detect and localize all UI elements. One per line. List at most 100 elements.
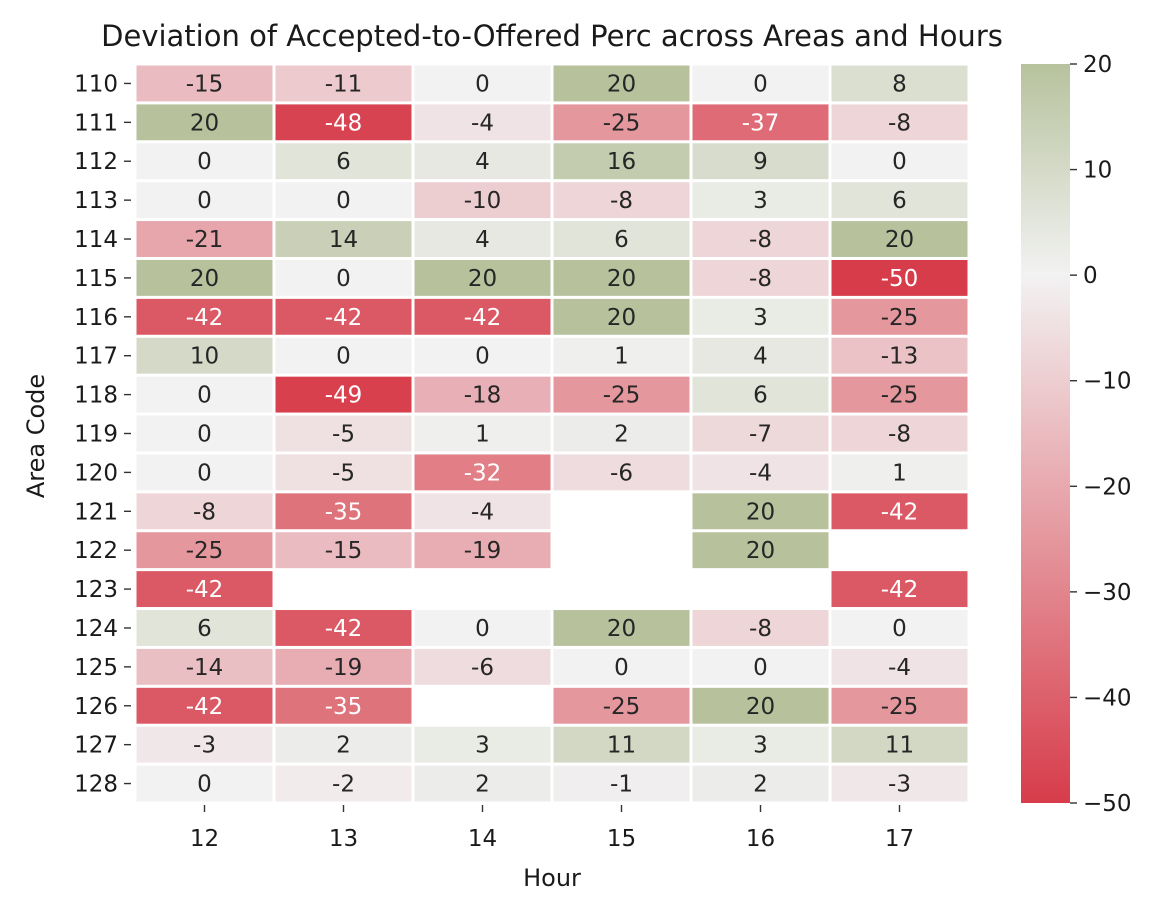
heatmap-cell bbox=[275, 765, 412, 802]
cell-value-label: 6 bbox=[336, 149, 351, 175]
cell-value-label: 20 bbox=[746, 538, 775, 564]
heatmap-cell bbox=[692, 298, 829, 335]
cell-value-label: -8 bbox=[888, 110, 911, 136]
heatmap-cell bbox=[275, 182, 412, 219]
cell-value-label: -25 bbox=[603, 694, 641, 720]
x-tick-label: 14 bbox=[468, 826, 497, 852]
cell-value-label: 0 bbox=[892, 149, 907, 175]
cell-value-label: 20 bbox=[190, 110, 219, 136]
cell-value-label: -4 bbox=[888, 655, 911, 681]
heatmap-cell bbox=[414, 532, 551, 569]
cell-value-label: 20 bbox=[885, 227, 914, 253]
cell-value-label: -3 bbox=[193, 733, 216, 759]
heatmap-cell bbox=[553, 298, 690, 335]
heatmap-cell bbox=[692, 415, 829, 452]
y-tick-label: 126 bbox=[74, 694, 118, 720]
heatmap-cell bbox=[831, 687, 968, 724]
heatmap-cell bbox=[692, 143, 829, 180]
cell-value-label: -8 bbox=[193, 499, 216, 525]
heatmap-cell bbox=[692, 454, 829, 491]
cell-value-label: -10 bbox=[464, 188, 502, 214]
heatmap-cell bbox=[414, 104, 551, 141]
cell-value-label: 20 bbox=[190, 266, 219, 292]
y-tick-label: 120 bbox=[74, 460, 118, 486]
heatmap-cell bbox=[831, 376, 968, 413]
colorbar-tick-label: −30 bbox=[1083, 580, 1132, 606]
cell-value-label: -35 bbox=[325, 694, 363, 720]
cell-value-label: 2 bbox=[475, 772, 490, 798]
heatmap-cell bbox=[414, 337, 551, 374]
cell-value-label: 10 bbox=[190, 344, 219, 370]
heatmap-cell bbox=[692, 532, 829, 569]
cell-value-label: -35 bbox=[325, 499, 363, 525]
cell-value-label: -19 bbox=[464, 538, 502, 564]
heatmap-cell bbox=[831, 104, 968, 141]
cell-value-label: -37 bbox=[742, 110, 780, 136]
heatmap-cell bbox=[414, 221, 551, 257]
cell-value-label: 9 bbox=[753, 149, 768, 175]
cell-value-label: 20 bbox=[607, 71, 636, 97]
cell-value-label: 0 bbox=[197, 383, 212, 409]
cell-value-label: 3 bbox=[753, 305, 768, 331]
heatmap-cell bbox=[831, 298, 968, 335]
y-tick-label: 110 bbox=[74, 71, 118, 97]
y-tick-label: 113 bbox=[74, 188, 118, 214]
x-tick-label: 15 bbox=[607, 826, 636, 852]
y-tick-label: 115 bbox=[74, 266, 118, 292]
cell-value-label: -50 bbox=[881, 266, 919, 292]
cell-value-label: -42 bbox=[186, 694, 224, 720]
heatmap-cell bbox=[136, 415, 273, 452]
heatmap-cell bbox=[831, 648, 968, 685]
heatmap-cell bbox=[136, 298, 273, 335]
cell-value-label: -42 bbox=[325, 616, 363, 642]
heatmap-cell bbox=[692, 65, 829, 102]
y-tick-label: 117 bbox=[74, 344, 118, 370]
heatmap-cell bbox=[414, 259, 551, 296]
cell-value-label: -42 bbox=[881, 499, 919, 525]
cell-value-label: -7 bbox=[749, 422, 772, 448]
heatmap-cell bbox=[553, 415, 690, 452]
heatmap-cell bbox=[136, 221, 273, 257]
cell-value-label: 6 bbox=[892, 188, 907, 214]
heatmap-cell bbox=[831, 726, 968, 763]
heatmap-cell bbox=[831, 65, 968, 102]
cell-value-label: -21 bbox=[186, 227, 224, 253]
y-axis-title: Area Code bbox=[22, 374, 50, 498]
heatmap-cell bbox=[136, 687, 273, 724]
cell-value-label: -15 bbox=[325, 538, 363, 564]
cell-value-label: 1 bbox=[892, 460, 907, 486]
cell-value-label: 2 bbox=[614, 422, 629, 448]
cell-value-label: 1 bbox=[614, 344, 629, 370]
heatmap-cell bbox=[553, 65, 690, 102]
heatmap-cell bbox=[275, 610, 412, 646]
cell-value-label: 0 bbox=[475, 71, 490, 97]
y-tick-label: 128 bbox=[74, 772, 118, 798]
cell-value-label: 2 bbox=[336, 733, 351, 759]
heatmap-cell bbox=[831, 337, 968, 374]
cell-value-label: -15 bbox=[186, 71, 224, 97]
cell-value-label: -6 bbox=[471, 655, 494, 681]
heatmap-cell bbox=[692, 259, 829, 296]
heatmap-cells: -15 -11 0 20 0 820 -48 -4 -25 -37 -80 6 4 16 9 00 0 -10 -8… bbox=[136, 65, 968, 802]
cell-value-label: 3 bbox=[475, 733, 490, 759]
cell-value-label: 0 bbox=[197, 460, 212, 486]
cell-value-label: -4 bbox=[471, 110, 494, 136]
cell-value-label: 3 bbox=[753, 188, 768, 214]
heatmap-cell bbox=[553, 104, 690, 141]
heatmap-cell bbox=[553, 337, 690, 374]
heatmap-cell bbox=[553, 610, 690, 646]
heatmap-cell bbox=[692, 765, 829, 802]
cell-value-label: 2 bbox=[753, 772, 768, 798]
heatmap-cell bbox=[414, 376, 551, 413]
heatmap-cell bbox=[553, 143, 690, 180]
cell-value-label: 0 bbox=[336, 344, 351, 370]
heatmap-cell bbox=[831, 221, 968, 257]
cell-value-label: -6 bbox=[610, 460, 633, 486]
x-axis-title: Hour bbox=[523, 864, 581, 892]
cell-value-label: 14 bbox=[329, 227, 358, 253]
x-tick-label: 12 bbox=[190, 826, 219, 852]
cell-value-label: 0 bbox=[197, 772, 212, 798]
cell-value-label: 11 bbox=[885, 733, 914, 759]
heatmap-cell bbox=[553, 221, 690, 257]
